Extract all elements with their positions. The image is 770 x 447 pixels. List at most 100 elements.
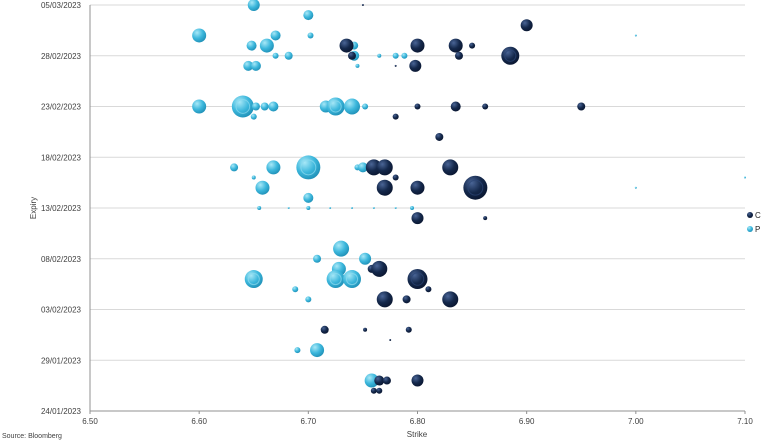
bubble-p	[272, 52, 279, 59]
bubble-c	[409, 59, 422, 72]
x-tick-label: 6.70	[301, 417, 317, 426]
bubble-c	[376, 291, 393, 308]
legend-marker-p	[747, 226, 753, 232]
bubble-c	[442, 159, 459, 176]
bubble-p	[244, 270, 263, 289]
bubble-c	[374, 375, 385, 386]
bubble-p	[362, 103, 369, 110]
bubble-c	[463, 175, 488, 200]
bubble-p	[292, 286, 299, 293]
bubble-p	[351, 207, 353, 209]
y-tick-label: 23/02/2023	[41, 103, 82, 112]
x-tick-label: 7.00	[628, 417, 644, 426]
bubble-p	[231, 95, 254, 118]
bubble-ring	[235, 99, 251, 114]
bubble-c	[410, 180, 425, 195]
y-tick-label: 13/02/2023	[41, 204, 82, 213]
bubble-c	[425, 286, 432, 293]
bubble-ring	[247, 272, 260, 286]
bubble-c	[450, 101, 461, 112]
bubble-p	[192, 28, 207, 43]
bubble-c	[394, 64, 397, 67]
bubble-c	[361, 4, 364, 6]
bubble-p	[284, 51, 293, 60]
bubble-p	[313, 254, 322, 263]
bubble-ring	[329, 272, 342, 286]
bubble-p	[255, 180, 270, 195]
bubble-p	[344, 98, 360, 115]
bubble-c	[454, 51, 463, 60]
bubble-p	[326, 97, 345, 116]
bubble-p	[364, 373, 379, 388]
bubble-p	[306, 206, 311, 210]
bubble-c	[414, 103, 421, 110]
bubble-p	[307, 32, 314, 39]
bubble-p	[326, 270, 345, 289]
bubble-p	[250, 113, 257, 120]
bubbles	[192, 0, 746, 394]
bubble-c	[501, 46, 520, 65]
bubble-p	[377, 53, 382, 58]
bubble-c	[483, 216, 488, 221]
x-axis-title: Strike	[407, 430, 428, 439]
y-tick-label: 18/02/2023	[41, 153, 82, 162]
bubble-p	[247, 0, 260, 11]
y-tick-label: 24/01/2023	[41, 407, 82, 416]
bubble-p	[296, 155, 321, 180]
bubble-p	[303, 192, 314, 203]
y-tick-label: 08/02/2023	[41, 255, 82, 264]
bubble-c	[442, 291, 459, 308]
bubble-c	[407, 269, 428, 290]
y-tick-labels: 05/03/2023 28/02/2023 23/02/2023 18/02/2023…	[41, 1, 82, 416]
bubble-c	[382, 376, 391, 385]
bubble-p	[355, 63, 360, 68]
y-axis-title: Expiry	[29, 197, 38, 219]
bubble-c	[392, 174, 399, 181]
y-tick-label: 29/01/2023	[41, 356, 82, 365]
bubble-p	[634, 34, 637, 37]
bubble-p	[251, 102, 260, 111]
legend-label-p: P	[755, 225, 760, 234]
bubble-p	[250, 60, 261, 71]
bubble-c	[348, 51, 356, 60]
bubble-p	[343, 270, 361, 289]
bubble-p	[230, 163, 239, 172]
bubble-p	[257, 206, 262, 210]
bubble-p	[243, 60, 254, 71]
bubble-c	[376, 387, 383, 394]
bubble-c	[392, 113, 399, 120]
bubble-c	[448, 38, 463, 53]
x-tick-labels: 6.50 6.60 6.70 6.80 6.90 7.00 7.10	[82, 411, 753, 426]
bubble-p	[401, 52, 408, 59]
bubble-p	[303, 10, 314, 21]
bubble-p	[268, 101, 279, 112]
x-tick-label: 6.80	[410, 417, 426, 426]
bubble-ring	[300, 159, 317, 176]
bubble-c	[389, 338, 392, 341]
bubble-p	[259, 38, 274, 53]
bubble-p	[270, 30, 281, 41]
x-tick-label: 6.60	[191, 417, 207, 426]
bubble-p	[266, 160, 281, 175]
bubble-p	[287, 207, 290, 209]
bubble-c	[411, 212, 424, 225]
bubble-c	[370, 387, 377, 394]
y-tick-label: 03/02/2023	[41, 306, 82, 315]
bubble-p	[410, 206, 415, 210]
bubble-p	[372, 207, 375, 209]
bubble-c	[577, 102, 586, 111]
bubble-c	[363, 327, 368, 332]
x-tick-label: 6.90	[519, 417, 535, 426]
bubble-c	[402, 295, 411, 304]
bubble-c	[411, 374, 424, 387]
y-tick-label: 05/03/2023	[41, 1, 82, 10]
bubble-p	[251, 175, 256, 180]
bubble-ring	[467, 179, 484, 196]
bubble-p	[359, 252, 372, 265]
bubble-ring	[345, 272, 359, 286]
bubble-c	[371, 260, 388, 277]
legend-marker-c	[747, 212, 753, 218]
bubble-p	[260, 102, 269, 111]
bubble-c	[410, 38, 425, 53]
